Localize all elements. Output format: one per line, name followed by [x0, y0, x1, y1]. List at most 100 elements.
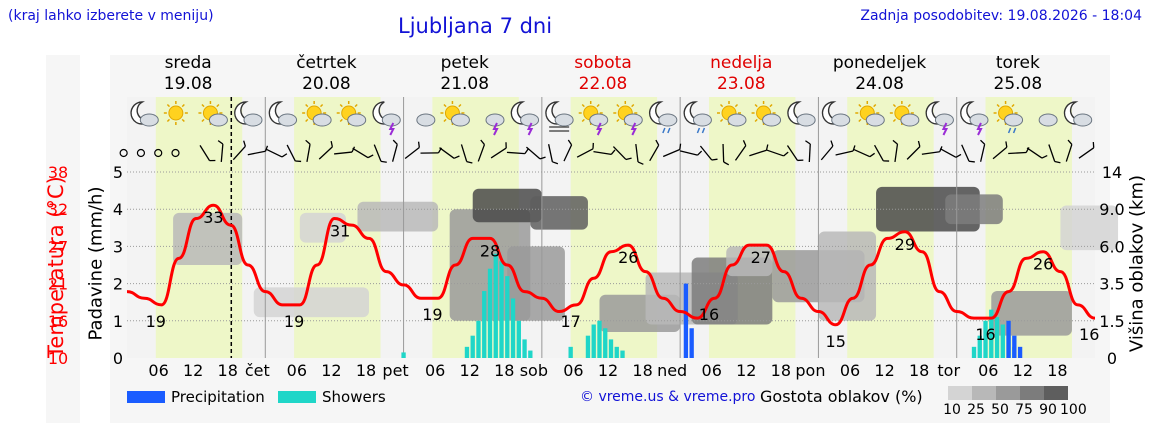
wind-barb-icon — [352, 147, 374, 159]
day-date: 20.08 — [302, 74, 351, 94]
lightning-icon — [630, 122, 637, 136]
cloud-icon — [520, 113, 540, 127]
sun-ray — [858, 103, 862, 108]
legend-precipitation: Precipitation — [127, 388, 265, 406]
sun-ray — [734, 103, 739, 108]
wind-barb-shaft — [853, 148, 871, 158]
shower-bar — [971, 346, 977, 358]
wind-barb-shaft — [220, 143, 224, 163]
shower-bar — [516, 320, 521, 358]
wind-barb-shaft — [921, 151, 940, 155]
day-tick-label: ned — [657, 361, 687, 380]
wind-barb-icon — [199, 145, 216, 162]
wind-barb-icon — [439, 147, 460, 159]
temperature-extreme-label: 16 — [699, 305, 719, 324]
wind-barb-tick — [869, 152, 876, 158]
wind-barb-tick — [711, 158, 718, 161]
wind-barb-shaft — [749, 149, 767, 157]
sun-ray — [458, 103, 462, 108]
weather-icon-sun — [163, 101, 188, 125]
temperature-extreme-label: 17 — [560, 312, 580, 331]
wind-barb-shaft — [1078, 147, 1095, 159]
wind-barb-icon — [490, 142, 507, 159]
hour-tick-label: 12 — [874, 361, 894, 380]
cloud-density-patch — [945, 194, 1003, 225]
sun-ray — [581, 118, 585, 123]
wind-barb-tick — [830, 140, 834, 147]
wind-barb-tick — [281, 153, 288, 158]
sun-ray — [719, 103, 724, 108]
wind-barb-shaft — [722, 143, 725, 163]
shower-bar — [603, 328, 608, 358]
hour-tick-label: 06 — [563, 361, 583, 380]
copyright-notice: © vreme.us & vreme.pro — [580, 389, 756, 405]
day-name: petek — [441, 53, 489, 73]
sun-ray — [631, 103, 635, 108]
wind-barb-icon — [961, 144, 975, 163]
cloud-icon — [1004, 113, 1024, 127]
wind-barb-tick — [367, 154, 374, 159]
page-title: Ljubljana 7 dni — [398, 14, 553, 38]
wind-barb-tick — [417, 141, 420, 148]
day-date: 24.08 — [855, 74, 904, 94]
wind-barb-icon — [766, 149, 789, 157]
precipitation-tick: 4 — [113, 200, 123, 219]
temperature-extreme-label: 15 — [826, 332, 846, 351]
temperature-extreme-label: 29 — [895, 235, 915, 254]
wind-barb-shaft — [835, 150, 854, 156]
wind-barb-icon — [662, 143, 682, 158]
precipitation-bar — [1006, 320, 1011, 358]
day-name: nedelja — [710, 53, 772, 73]
cloud-density-tick: 10 — [943, 402, 961, 418]
hour-tick-label: 06 — [978, 361, 998, 380]
weather-icon-moon-storm — [372, 101, 401, 136]
weather-icon-moon-cloud — [268, 101, 298, 127]
cloud-icon — [900, 113, 920, 127]
precipitation-bar — [1017, 346, 1023, 358]
cloud-icon — [589, 113, 609, 127]
wind-barb-shaft — [992, 146, 1008, 160]
wind-barb-shaft — [199, 145, 211, 161]
shower-bar — [499, 261, 504, 358]
shower-bar — [482, 291, 487, 358]
weather-icon-moon-storm — [925, 101, 954, 136]
temperature-tick: 16 — [48, 312, 68, 331]
hour-tick-label: 06 — [425, 361, 445, 380]
wind-barb-shaft — [766, 149, 784, 157]
wind-barb-icon — [247, 145, 269, 156]
temperature-extreme-label: 19 — [422, 305, 442, 324]
wind-barb-icon — [217, 140, 224, 163]
wind-barb-tick — [765, 144, 769, 151]
wind-barb-tick — [453, 155, 460, 159]
cloud-icon — [934, 113, 954, 127]
wind-barb-shaft — [490, 147, 507, 159]
shower-bar — [620, 350, 625, 358]
weather-icon-sun-storm — [578, 101, 609, 136]
wind-barb-tick — [592, 142, 594, 149]
sun-ray — [305, 103, 309, 108]
precipitation-bar — [689, 328, 694, 358]
wind-barb-tick — [637, 161, 644, 165]
wind-barb-shaft — [734, 145, 747, 161]
cloud-icon — [1073, 113, 1093, 127]
wind-barb-tick — [655, 139, 660, 146]
day-tick-label: tor — [937, 361, 960, 380]
showers-swatch — [278, 391, 316, 403]
lightning-icon — [941, 122, 949, 136]
cloud-density-patch — [726, 246, 773, 277]
sun-ray — [201, 118, 205, 123]
wind-barb-shaft — [1065, 144, 1073, 162]
wind-barb-shaft — [477, 144, 486, 162]
wind-barb-tick — [1054, 160, 1061, 164]
wind-barb-icon — [749, 144, 769, 157]
sun-ray — [443, 103, 447, 108]
wind-barb-shaft — [1008, 151, 1027, 155]
hour-tick-label: 18 — [909, 361, 929, 380]
sun-ray — [892, 103, 897, 108]
temperature-extreme-label: 19 — [146, 312, 166, 331]
fog-icon — [549, 126, 570, 132]
cloud-density-patch — [818, 231, 877, 321]
cloud-icon — [658, 113, 678, 127]
hour-tick-label: 18 — [632, 361, 652, 380]
wind-barb-icon — [805, 140, 811, 163]
